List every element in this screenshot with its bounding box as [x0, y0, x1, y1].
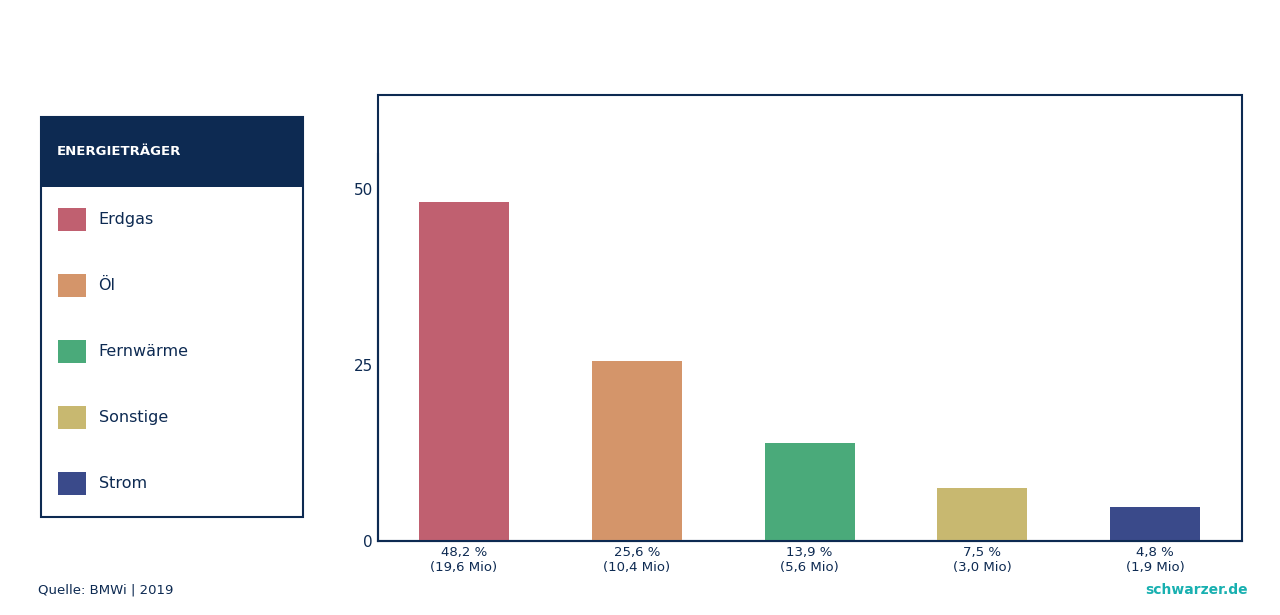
Text: Fernwärme: Fernwärme	[99, 344, 188, 359]
Bar	[591, 361, 682, 541]
Text: Öl: Öl	[99, 278, 115, 293]
Bar	[1110, 507, 1201, 541]
Bar	[764, 443, 855, 541]
Bar	[419, 202, 509, 541]
Text: Erdgas: Erdgas	[99, 212, 154, 228]
Text: Sonstige: Sonstige	[99, 410, 168, 425]
Text: ENERGIETRÄGER GESAMT: 40,6 MIO.: ENERGIETRÄGER GESAMT: 40,6 MIO.	[390, 115, 748, 134]
Text: schwarzer.de: schwarzer.de	[1146, 582, 1248, 597]
Text: Quelle: BMWi | 2019: Quelle: BMWi | 2019	[38, 584, 174, 597]
Bar	[937, 488, 1028, 541]
Text: Strom: Strom	[99, 476, 147, 491]
Text: Erdgas ist bundesweit Energieträger Nr. 1 für ein warmes Zuhause: Erdgas ist bundesweit Energieträger Nr. …	[12, 24, 1268, 57]
Text: ENERGIETRÄGER: ENERGIETRÄGER	[56, 145, 180, 158]
Text: Fast jede zweite deutsche Wohnung wird mit Erdgas beheizt: Fast jede zweite deutsche Wohnung wird m…	[369, 81, 911, 99]
